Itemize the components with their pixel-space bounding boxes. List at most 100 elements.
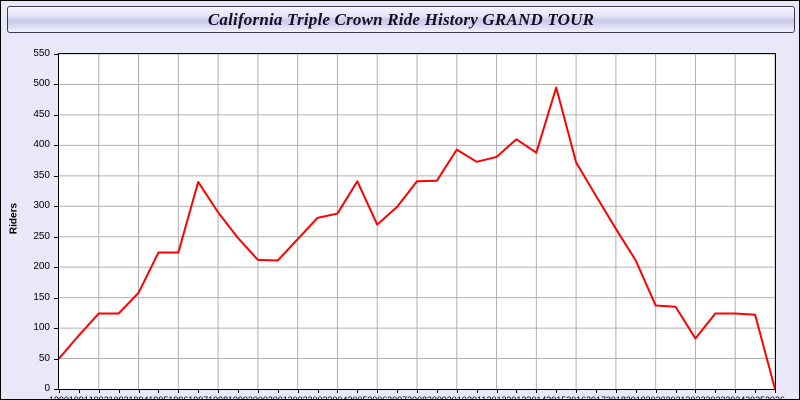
x-tick-label: 2022 — [685, 395, 706, 400]
x-tick-label: 2025 — [745, 395, 766, 400]
x-tick-mark — [635, 389, 637, 393]
x-tick-label: 1995 — [148, 395, 169, 400]
x-tick-label: 1996 — [168, 395, 189, 400]
x-tick-label: 1991 — [68, 395, 89, 400]
x-tick-mark — [218, 389, 220, 393]
x-tick-mark — [615, 389, 617, 393]
x-tick-label: 2009 — [426, 395, 447, 400]
x-tick-label: 1992 — [88, 395, 109, 400]
x-tick-label: 2013 — [506, 395, 527, 400]
y-tick-label: 400 — [33, 139, 50, 151]
x-tick-mark — [456, 389, 458, 393]
x-tick-label: 2014 — [526, 395, 547, 400]
x-axis: 1990 1991 1992 1993 1994 1995 1996 1997 1998 1999… — [1, 35, 799, 400]
x-tick-label: 1998 — [208, 395, 229, 400]
x-tick-label: 2008 — [406, 395, 428, 400]
y-tick-mark — [54, 328, 58, 330]
y-axis: 0 50 100 150 200 250 300 350 400 450 500 550 — [1, 35, 799, 399]
plot-area — [58, 53, 776, 390]
x-tick-mark — [516, 389, 518, 393]
x-tick-label: 1999 — [227, 395, 249, 400]
x-tick-label: 2011 — [466, 395, 487, 400]
x-tick-label: 2001 — [267, 395, 288, 400]
x-tick-mark — [238, 389, 239, 393]
x-tick-label: 1997 — [188, 395, 209, 400]
x-tick-label: 2002 — [287, 395, 308, 400]
x-tick-mark — [377, 389, 379, 393]
y-tick-mark — [54, 236, 58, 238]
x-tick-mark — [436, 389, 438, 393]
x-tick-label: 2026 — [764, 395, 786, 400]
page-title: California Triple Crown Ride History GRA… — [207, 9, 595, 29]
x-tick-label: 2003 — [307, 395, 328, 400]
x-tick-mark — [138, 389, 140, 393]
x-tick-mark — [695, 389, 697, 393]
x-tick-mark — [297, 389, 299, 393]
x-tick-label: 2018 — [605, 395, 626, 400]
riders-line-series — [59, 86, 775, 389]
x-tick-mark — [337, 389, 339, 393]
y-tick-label: 50 — [38, 352, 50, 364]
x-tick-label: 2024 — [725, 395, 746, 400]
x-tick-mark — [536, 389, 538, 393]
x-tick-mark — [277, 389, 279, 393]
y-tick-label: 300 — [33, 200, 50, 212]
x-tick-mark — [198, 389, 200, 393]
x-tick-mark — [257, 389, 259, 393]
x-tick-label: 2023 — [705, 395, 726, 400]
y-tick-mark — [54, 267, 58, 269]
x-tick-label: 2007 — [387, 395, 408, 400]
x-tick-mark — [775, 389, 776, 393]
x-tick-label: 2000 — [247, 395, 268, 400]
window-title-bar: California Triple Crown Ride History GRA… — [7, 6, 795, 33]
x-tick-mark — [357, 389, 359, 393]
x-tick-mark — [178, 389, 180, 393]
x-tick-mark — [118, 389, 120, 393]
x-tick-mark — [735, 389, 737, 393]
x-tick-label: 2020 — [645, 395, 666, 400]
grid-lines — [59, 54, 775, 389]
y-tick-label: 350 — [33, 169, 50, 181]
y-tick-label: 550 — [33, 48, 50, 59]
x-tick-mark — [158, 389, 160, 393]
y-tick-mark — [54, 114, 58, 116]
x-tick-label: 2017 — [585, 395, 607, 400]
y-tick-label: 100 — [33, 322, 50, 334]
x-tick-mark — [755, 389, 757, 393]
x-tick-label: 1993 — [108, 395, 129, 400]
y-tick-label: 200 — [33, 261, 50, 273]
chart-container: Riders 0 50 100 150 200 250 300 350 400 450 500 550… — [1, 35, 799, 400]
x-tick-label: 1994 — [128, 395, 149, 400]
y-tick-mark — [54, 54, 58, 55]
x-tick-mark — [397, 389, 399, 393]
x-tick-label: 2021 — [665, 395, 686, 400]
x-tick-label: 2004 — [327, 395, 348, 400]
y-tick-mark — [54, 175, 58, 177]
x-tick-mark — [576, 389, 578, 393]
y-tick-mark — [54, 358, 58, 360]
x-tick-mark — [556, 389, 558, 393]
x-tick-label: 2012 — [486, 395, 507, 400]
x-tick-mark — [59, 389, 60, 393]
x-tick-mark — [675, 389, 677, 393]
x-tick-label: 2019 — [625, 395, 646, 400]
x-tick-mark — [496, 389, 498, 393]
y-tick-mark — [54, 297, 58, 299]
x-tick-label: 2005 — [347, 395, 368, 400]
y-tick-mark — [54, 145, 58, 147]
x-tick-mark — [417, 389, 418, 393]
y-tick-label: 150 — [33, 291, 50, 303]
y-tick-mark — [54, 389, 58, 390]
x-tick-mark — [317, 389, 319, 393]
y-tick-label: 250 — [33, 230, 50, 242]
x-tick-mark — [476, 389, 478, 393]
y-tick-mark — [54, 84, 58, 86]
x-tick-label: 1990 — [48, 395, 70, 400]
x-tick-label: 2010 — [446, 395, 467, 400]
y-tick-label: 500 — [33, 78, 50, 90]
x-tick-label: 2016 — [566, 395, 587, 400]
x-tick-mark — [98, 389, 100, 393]
y-tick-label: 0 — [44, 383, 50, 394]
y-tick-label: 450 — [33, 108, 50, 120]
